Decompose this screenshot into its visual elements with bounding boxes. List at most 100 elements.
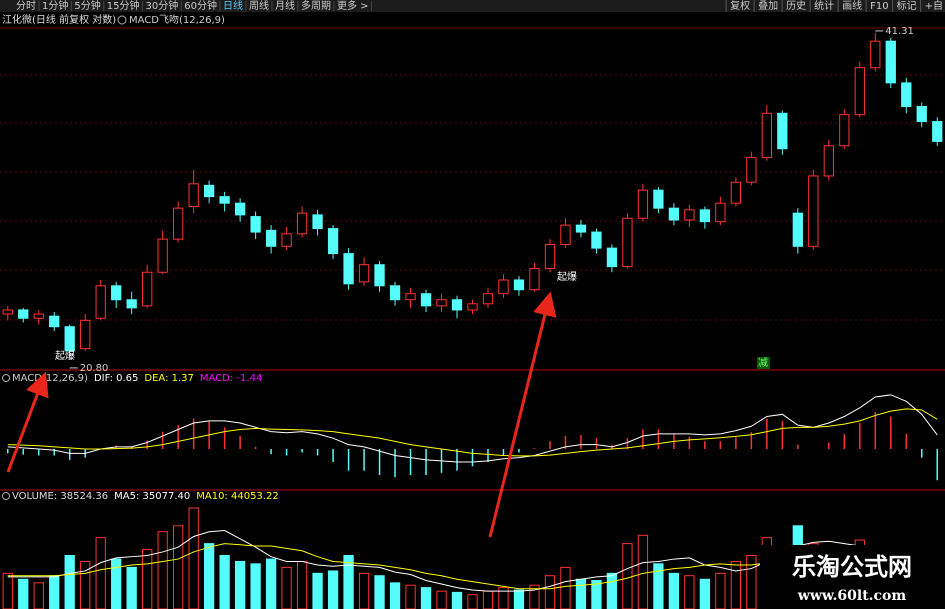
- volume-bar: [157, 531, 168, 609]
- candle-body: [544, 243, 556, 269]
- toolbar-tab[interactable]: 月线: [275, 0, 295, 12]
- volume-bar: [591, 579, 602, 609]
- candle-body: [2, 309, 13, 315]
- annotation-label: 20.80: [80, 363, 109, 374]
- volume-bar: [80, 560, 91, 609]
- candle-body: [932, 121, 943, 142]
- volume-bar: [343, 555, 354, 609]
- volume-bar: [544, 575, 556, 609]
- volume-bar: [358, 572, 370, 609]
- icon: [2, 492, 10, 500]
- volume-bar: [312, 572, 323, 609]
- candle-body: [33, 313, 44, 319]
- toolbar-tab[interactable]: 多周期: [301, 0, 331, 12]
- candle-body: [389, 285, 401, 301]
- candle-body: [606, 247, 618, 268]
- candle-body: [111, 285, 122, 301]
- candle-body: [761, 112, 772, 159]
- candle-body: [792, 212, 803, 247]
- macd-line: [7, 394, 938, 463]
- candle-body: [529, 267, 540, 291]
- candle-body: [436, 299, 447, 307]
- candle-body: [575, 224, 587, 233]
- toolbar-tab[interactable]: 日线: [223, 0, 243, 12]
- signal-label: 起爆: [557, 271, 577, 283]
- arrow: [488, 291, 557, 538]
- toolbar-tab[interactable]: 5分钟: [74, 0, 100, 12]
- toolbar-tab[interactable]: 30分钟: [145, 0, 178, 12]
- candle-body: [64, 326, 75, 352]
- volume-bar: [64, 555, 75, 609]
- volume-bar: [389, 582, 401, 609]
- volume-bar: [482, 590, 494, 609]
- candle-body: [80, 319, 91, 350]
- toolbar-button[interactable]: 叠加: [758, 0, 778, 12]
- legend-entry: MACD: -1.44: [200, 373, 262, 384]
- chart-subtitle: MACD飞吻(12,26,9): [129, 14, 225, 26]
- volume-bar: [451, 591, 463, 609]
- toolbar-button[interactable]: +自: [925, 0, 943, 12]
- toolbar-tab[interactable]: 1分钟: [42, 0, 68, 12]
- candle-body: [358, 264, 370, 283]
- legend-entry: MA10: 44053.22: [196, 491, 278, 502]
- legend-entry: DEA: 1.37: [144, 373, 194, 384]
- candle-body: [730, 181, 742, 204]
- candle-body: [622, 217, 633, 268]
- candle-body: [513, 279, 525, 291]
- volume-bar: [560, 566, 571, 609]
- volume-bar: [606, 572, 618, 609]
- candle-body: [808, 175, 819, 247]
- toolbar-button[interactable]: 历史: [786, 0, 806, 12]
- toolbar: [0, 0, 945, 12]
- volume-bar: [234, 560, 246, 609]
- icon: [2, 374, 10, 382]
- candle-body: [854, 67, 865, 116]
- toolbar-tab[interactable]: 15分钟: [107, 0, 140, 12]
- volume-bar: [374, 575, 385, 609]
- toolbar-button[interactable]: 画线: [842, 0, 862, 12]
- volume-bar: [715, 572, 726, 609]
- toolbar-button[interactable]: 标记: [897, 0, 917, 12]
- arrow: [6, 371, 49, 473]
- legend-entry: VOLUME: 38524.36: [12, 491, 108, 502]
- volume-bar: [126, 566, 137, 609]
- chart-title: 江化微(日线 前复权 对数): [2, 13, 116, 26]
- candle-body: [467, 303, 478, 311]
- candle-body: [591, 231, 602, 249]
- watermark-url: www.60lt.com: [797, 588, 907, 604]
- candle-body: [219, 196, 230, 204]
- candle-body: [49, 315, 60, 328]
- candle-body: [405, 293, 416, 301]
- volume-bar: [18, 578, 29, 609]
- candle-body: [142, 271, 153, 307]
- candle-body: [839, 114, 850, 147]
- candle-body: [265, 229, 277, 247]
- candle-body: [684, 209, 695, 221]
- candle-body: [668, 207, 680, 221]
- volume-bar: [405, 584, 416, 609]
- volume-bar: [219, 555, 230, 609]
- annotation-label: 41.31: [885, 26, 914, 37]
- volume-bar: [622, 543, 633, 609]
- icon: [117, 15, 127, 25]
- toolbar-tab[interactable]: 分时: [16, 0, 36, 12]
- candle-body: [203, 184, 215, 198]
- toolbar-button[interactable]: 复权: [730, 0, 750, 12]
- volume-bar: [637, 534, 649, 609]
- toolbar-tab[interactable]: 周线: [249, 0, 269, 12]
- candle-body: [560, 224, 571, 245]
- volume-bar: [281, 566, 292, 609]
- volume-bar: [33, 582, 44, 609]
- toolbar-tab[interactable]: 60分钟: [184, 0, 217, 12]
- toolbar-button[interactable]: 统计: [814, 0, 834, 12]
- volume-bar: [513, 589, 525, 609]
- candle-body: [823, 145, 834, 177]
- toolbar-tab[interactable]: 更多 >: [337, 0, 369, 12]
- candle-body: [498, 279, 509, 295]
- toolbar-button[interactable]: F10: [870, 1, 888, 12]
- volume-bar: [746, 555, 757, 609]
- volume-bar: [142, 549, 153, 609]
- candle-body: [126, 299, 137, 309]
